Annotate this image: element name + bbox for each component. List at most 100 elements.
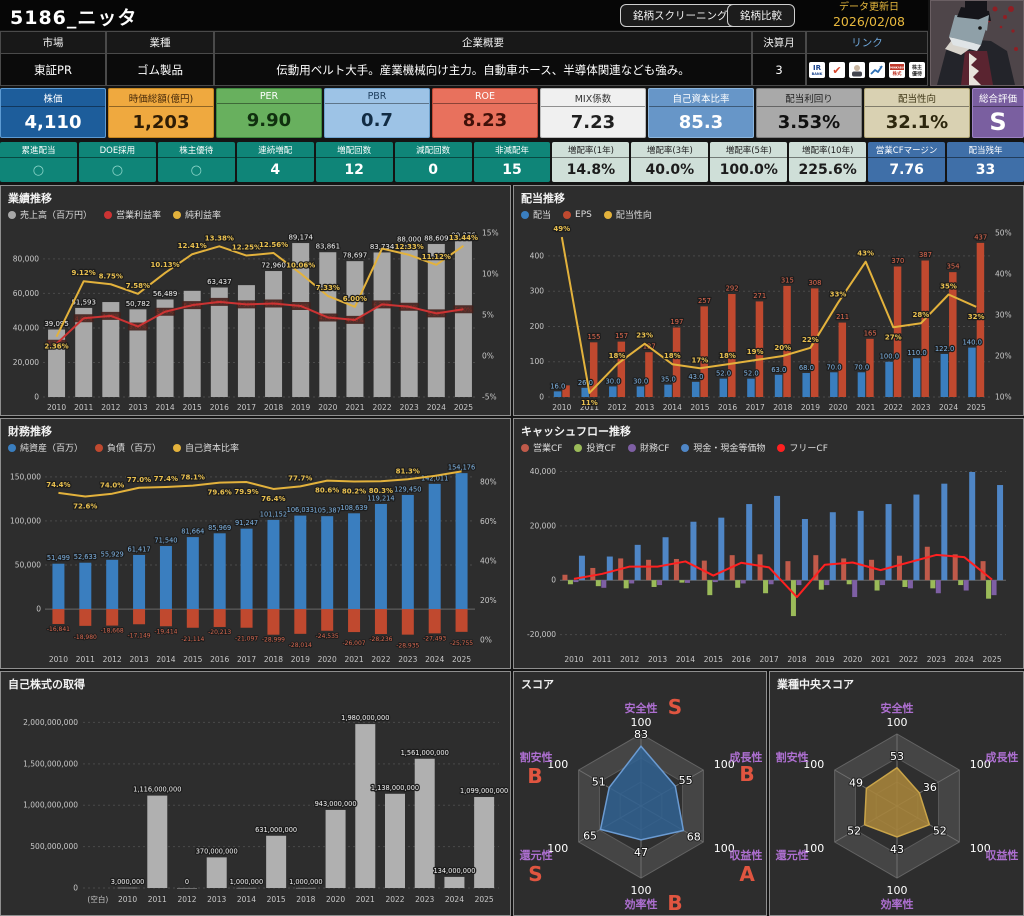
minkabu-stock-link-icon[interactable]: MINKABU 株式 [889,61,905,78]
score-title: スコア [521,678,554,691]
svg-text:(空白): (空白) [87,894,108,904]
svg-text:70.0: 70.0 [854,363,869,371]
badge-label: DOE採用 [78,142,156,158]
svg-text:12.56%: 12.56% [259,241,288,249]
svg-text:108,639: 108,639 [340,504,367,512]
data-update: データ更新日 2026/02/08 [818,1,920,30]
svg-text:78.1%: 78.1% [181,474,205,482]
svg-text:631,000,000: 631,000,000 [255,826,297,834]
svg-text:2020: 2020 [318,403,337,412]
svg-text:43.0: 43.0 [688,373,703,381]
metric-label: ROE [433,89,537,104]
svg-text:2022: 2022 [373,403,392,412]
metric-value: 9.90 [246,110,292,131]
svg-text:2012: 2012 [103,655,122,664]
svg-text:155: 155 [587,333,600,341]
svg-text:2018: 2018 [296,895,315,904]
svg-text:6.00%: 6.00% [343,295,367,303]
screening-button[interactable]: 銘柄スクリーニング [620,4,741,27]
cashflow-legend: 営業CF 投資CF 財務CF 現金・現金等価物 フリーCF [514,439,1023,454]
badge-label: 連続増配 [236,142,314,158]
badge-cell: 増配率(1年) 14.8% [552,142,630,182]
svg-text:100: 100 [970,758,991,771]
metric-card: PER 9.90 [216,88,322,138]
kabunushi-yutai-link-icon[interactable]: 株主 優待 [909,61,925,78]
svg-text:2025: 2025 [452,655,471,664]
svg-text:2021: 2021 [871,655,890,664]
svg-text:0%: 0% [482,352,494,361]
badge-value: ○ [190,162,202,178]
svg-text:-18,980: -18,980 [74,634,97,641]
svg-text:197: 197 [670,318,683,326]
finance-chart: 0 50,000 100,000 150,000 0% 20% 40% 60% 80% 2010 2… [10,462,497,664]
ir-bank-link-icon[interactable]: IR BANK [809,61,825,78]
svg-text:優待: 優待 [911,70,922,77]
avatar [930,0,1024,86]
minkabu-check-link-icon[interactable]: ✔ [829,61,845,78]
company-info-bar: 市場 業種 企業概要 決算月 リンク 東証PR ゴム製品 伝動用ベルト大手。産業… [0,31,928,86]
svg-text:B: B [739,762,754,786]
svg-text:0: 0 [551,576,556,585]
svg-text:0: 0 [73,884,78,893]
compare-button[interactable]: 銘柄比較 [727,4,795,27]
legend-item: 売上高（百万円） [8,208,92,221]
svg-text:157: 157 [615,332,628,340]
svg-text:400: 400 [530,251,545,260]
svg-text:292: 292 [726,285,739,293]
badge-label: 増配率(5年) [710,142,788,158]
buffett-code-link-icon[interactable] [849,61,865,78]
svg-text:IR: IR [813,64,822,72]
legend-item: 財務CF [627,441,669,454]
svg-text:-26,007: -26,007 [342,640,365,647]
badge-label: 増配率(3年) [631,142,709,158]
svg-text:20,000: 20,000 [13,358,39,367]
legend-dot-icon [777,443,786,452]
svg-text:割安性: 割安性 [520,750,553,764]
svg-text:52: 52 [847,825,861,838]
svg-text:2010: 2010 [49,655,68,664]
svg-text:18%: 18% [609,352,626,360]
svg-text:2025: 2025 [454,403,473,412]
industry-value: ゴム製品 [106,54,214,86]
svg-text:2016: 2016 [210,655,229,664]
industry-score-title: 業種中央スコア [777,678,854,691]
svg-text:100: 100 [803,842,824,855]
svg-text:-20,000: -20,000 [527,630,556,639]
svg-text:2024: 2024 [425,655,444,664]
svg-text:100,000: 100,000 [10,516,41,525]
svg-text:63,437: 63,437 [207,278,232,286]
svg-text:2019: 2019 [291,403,310,412]
svg-text:-28,999: -28,999 [262,637,285,644]
svg-text:2012: 2012 [177,895,196,904]
finance-panel: 財務推移 純資産（百万） 負債（百万） 自己資本比率 0 50,000 100,000 1… [0,418,511,669]
svg-text:35.0: 35.0 [661,376,676,384]
svg-text:100: 100 [714,758,735,771]
svg-text:17%: 17% [692,356,709,364]
svg-text:2013: 2013 [207,895,226,904]
svg-text:2018: 2018 [264,403,283,412]
page-title: 5186_ニッタ [10,7,138,29]
svg-text:-28,236: -28,236 [369,636,392,643]
performance-title: 業績推移 [8,192,52,205]
legend-item: EPS [563,210,592,220]
legend-item: 純資産（百万） [8,441,83,454]
svg-text:2018: 2018 [773,403,792,412]
badge-value: 0 [428,162,438,178]
svg-text:90,276: 90,276 [451,232,476,240]
dividend-title: 配当推移 [521,192,565,205]
svg-text:収益性: 収益性 [729,848,762,862]
svg-text:2016: 2016 [732,655,751,664]
svg-text:収益性: 収益性 [985,848,1018,862]
svg-text:2020: 2020 [843,655,862,664]
legend-dot-icon [8,443,16,452]
svg-text:36: 36 [923,781,937,794]
svg-text:0: 0 [185,878,189,886]
svg-text:3,000,000: 3,000,000 [111,878,145,886]
metric-card: 配当性向 32.1% [864,88,970,138]
kabutan-chart-link-icon[interactable] [869,61,885,78]
svg-text:32%: 32% [968,313,985,321]
metric-value: 8.23 [462,110,508,131]
svg-text:80.6%: 80.6% [315,487,339,495]
legend-dot-icon [173,443,182,452]
